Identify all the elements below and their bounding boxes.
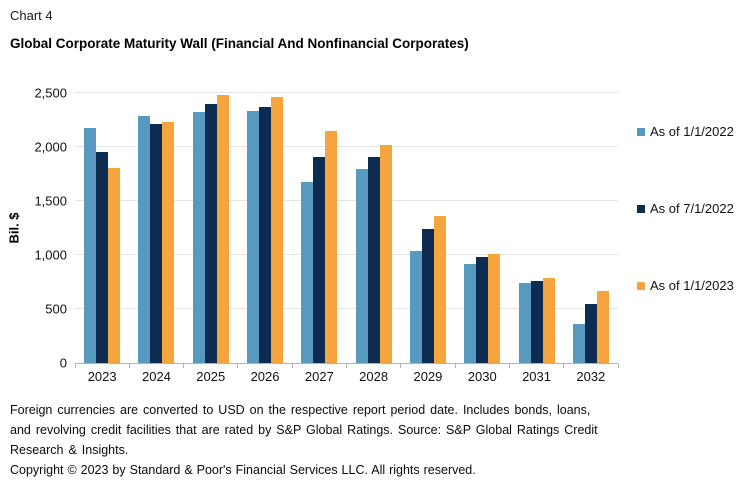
bar-group-2027	[292, 93, 346, 363]
bar-group-2030	[455, 93, 509, 363]
legend-label: As of 7/1/2022	[650, 201, 734, 216]
bar-2024-As-of-7-1-2022	[150, 124, 163, 363]
x-axis-tick	[508, 364, 510, 368]
legend-item-As-of-7-1-2022: As of 7/1/2022	[637, 201, 738, 216]
bar-2028-As-of-1-1-2023	[379, 144, 392, 363]
legend-item-As-of-1-1-2023: As of 1/1/2023	[637, 278, 738, 293]
gridline-2500	[75, 92, 618, 93]
y-tick-label: 2,000	[34, 139, 67, 155]
bar-2025-As-of-1-1-2023	[216, 95, 229, 363]
legend-marker-icon	[637, 127, 645, 136]
y-tick-label: 1,000	[34, 247, 67, 263]
chart-title: Global Corporate Maturity Wall (Financia…	[10, 36, 469, 51]
bar-group-2025	[184, 93, 238, 363]
bar-2023-As-of-1-1-2022	[84, 127, 97, 363]
bar-group-2031	[509, 93, 563, 363]
x-tick-label: 2028	[359, 369, 389, 384]
x-tick-label: 2023	[87, 369, 117, 384]
bar-2029-As-of-7-1-2022	[421, 229, 434, 363]
bar-2024-As-of-1-1-2022	[138, 115, 151, 363]
bar-group-2023	[75, 93, 129, 363]
x-tick-label: 2024	[141, 369, 171, 384]
x-axis-labels: 2023 2024 2025 2026 2027 2028 2029 2030 2031 2032	[75, 369, 618, 384]
bar-2031-As-of-7-1-2022	[530, 280, 543, 363]
x-axis-tick	[563, 364, 565, 368]
bar-2025-As-of-1-1-2022	[192, 112, 205, 363]
gridline-2000	[75, 146, 618, 147]
bar-2027-As-of-7-1-2022	[313, 156, 326, 363]
x-tick-label: 2030	[467, 369, 497, 384]
x-axis-tick	[291, 364, 293, 368]
bar-2030-As-of-1-1-2023	[488, 253, 501, 363]
x-axis-tick	[128, 364, 130, 368]
x-tick-label: 2032	[576, 369, 606, 384]
plot-area	[74, 92, 619, 368]
footnote-line: Research & Insights.	[10, 443, 129, 457]
bar-group-2029	[401, 93, 455, 363]
y-tick-label: 1,500	[34, 193, 67, 209]
x-axis-tick	[183, 364, 185, 368]
bar-series	[75, 93, 618, 363]
bar-2031-As-of-1-1-2023	[542, 277, 555, 363]
gridline-1500	[75, 200, 618, 201]
x-axis-tick	[346, 364, 347, 368]
footnote: Foreign currencies are converted to USD …	[10, 400, 630, 480]
bar-2028-As-of-1-1-2022	[355, 168, 368, 363]
copyright-line: Copyright © 2023 by Standard & Poor's Fi…	[10, 463, 476, 477]
bar-2032-As-of-7-1-2022	[584, 303, 597, 363]
x-tick-label: 2027	[304, 369, 334, 384]
gridline-500	[75, 308, 618, 309]
x-axis-tick	[74, 364, 76, 368]
y-axis-labels: 0 500 1,000 1,500 2,000 2,500	[0, 86, 67, 371]
x-axis-tick	[400, 364, 402, 368]
x-tick-label: 2025	[196, 369, 226, 384]
gridline-1000	[75, 254, 618, 255]
footnote-line: Foreign currencies are converted to USD …	[10, 403, 591, 417]
bar-2024-As-of-1-1-2023	[162, 122, 175, 363]
bar-2027-As-of-1-1-2022	[301, 181, 314, 363]
bar-2030-As-of-7-1-2022	[476, 257, 489, 363]
legend-label: As of 1/1/2023	[650, 278, 734, 293]
legend-marker-icon	[637, 204, 645, 213]
bar-2026-As-of-7-1-2022	[259, 107, 272, 363]
bar-group-2026	[238, 93, 292, 363]
bar-group-2032	[564, 93, 618, 363]
bar-group-2024	[129, 93, 183, 363]
x-axis-tick	[237, 364, 239, 368]
bar-2023-As-of-1-1-2023	[108, 167, 121, 363]
bar-2029-As-of-1-1-2022	[409, 250, 422, 363]
y-tick-label: 2,500	[34, 85, 67, 101]
bar-2025-As-of-7-1-2022	[204, 103, 217, 363]
x-axis-tick	[454, 364, 456, 368]
y-tick-label: 500	[45, 301, 67, 317]
bar-2031-As-of-1-1-2022	[518, 283, 531, 363]
legend-item-As-of-1-1-2022: As of 1/1/2022	[637, 124, 738, 139]
bar-2026-As-of-1-1-2022	[247, 111, 260, 363]
bar-2030-As-of-1-1-2022	[464, 263, 477, 363]
footnote-line: and revolving credit facilities that are…	[10, 423, 598, 437]
y-tick-label: 0	[59, 355, 67, 371]
legend: As of 1/1/2022 As of 7/1/2022 As of 1/1/20…	[637, 124, 738, 293]
bar-2028-As-of-7-1-2022	[367, 156, 380, 363]
bar-2026-As-of-1-1-2023	[271, 97, 284, 363]
bar-2027-As-of-1-1-2023	[325, 130, 338, 363]
bar-group-2028	[346, 93, 400, 363]
legend-label: As of 1/1/2022	[650, 124, 734, 139]
x-axis-tick	[617, 364, 619, 368]
x-tick-label: 2026	[250, 369, 280, 384]
x-tick-label: 2031	[522, 369, 551, 384]
bar-2032-As-of-1-1-2023	[596, 290, 609, 363]
x-tick-label: 2029	[413, 369, 443, 384]
chart-number: Chart 4	[10, 8, 53, 23]
legend-marker-icon	[637, 281, 645, 290]
bar-2023-As-of-7-1-2022	[96, 152, 109, 363]
bar-2032-As-of-1-1-2022	[572, 324, 585, 363]
bar-2029-As-of-1-1-2023	[433, 216, 446, 363]
